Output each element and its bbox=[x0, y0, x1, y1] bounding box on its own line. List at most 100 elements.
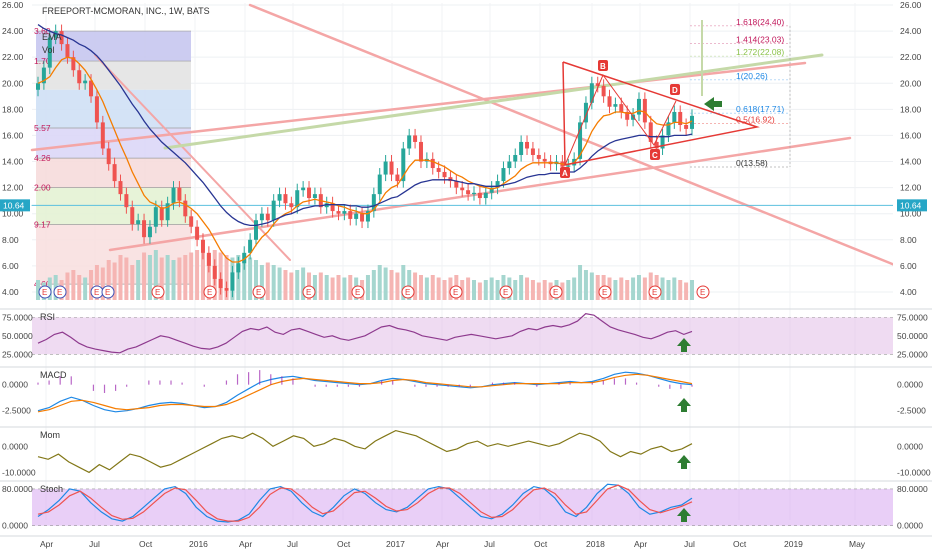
candle-body bbox=[589, 83, 594, 103]
earnings-marker: E bbox=[648, 285, 662, 299]
volume-bar bbox=[613, 280, 618, 300]
indicator-left-tick-label: 25.0000 bbox=[2, 349, 33, 359]
symbol-title: FREEPORT-MCMORAN, INC., 1W, BATS bbox=[42, 6, 210, 16]
volume-bar bbox=[472, 280, 476, 300]
green-arrow-icon bbox=[704, 97, 722, 111]
price-tick-label: 12.00 bbox=[900, 183, 922, 193]
candle-body bbox=[454, 181, 459, 188]
candle-body bbox=[195, 226, 200, 240]
volume-bar bbox=[477, 282, 482, 300]
candle-body bbox=[83, 80, 88, 84]
earnings-marker-circle bbox=[252, 285, 266, 299]
candle-body bbox=[254, 220, 258, 240]
earnings-marker-circle bbox=[549, 285, 563, 299]
time-tick-label: Apr bbox=[239, 539, 252, 549]
indicator-tick-label: 0.0000 bbox=[897, 521, 923, 531]
fib-extension-label: 1(20.26) bbox=[736, 71, 768, 81]
candle-body bbox=[489, 187, 494, 193]
earnings-marker-circle bbox=[401, 285, 415, 299]
time-tick-label: May bbox=[849, 539, 866, 549]
volume-bar bbox=[142, 252, 147, 300]
volume-bar bbox=[301, 267, 306, 300]
volume-bar bbox=[413, 272, 418, 300]
candle-body bbox=[583, 102, 588, 123]
indicator-left-tick-label: 50.0000 bbox=[2, 331, 33, 341]
fib-level-label: 4.26 bbox=[34, 153, 51, 163]
earnings-marker-circle bbox=[101, 285, 115, 299]
abcd-pattern[interactable]: A B C D bbox=[560, 60, 760, 178]
candle-body bbox=[118, 181, 123, 195]
volume-bar bbox=[566, 280, 571, 300]
fib-extension-label: 0.5(16.92) bbox=[736, 114, 775, 124]
candle-body bbox=[77, 70, 82, 84]
volume-bar bbox=[189, 252, 194, 300]
volume-bar bbox=[407, 270, 412, 300]
indicator-tick-label: 80.0000 bbox=[897, 484, 928, 494]
candle-body bbox=[371, 194, 376, 212]
volume-bar bbox=[259, 265, 264, 300]
volume-bar bbox=[536, 282, 541, 300]
time-tick-label: 2018 bbox=[586, 539, 605, 549]
time-tick-label: Jul bbox=[484, 539, 495, 549]
earnings-marker-label: E bbox=[602, 288, 607, 297]
candle-body bbox=[383, 161, 388, 175]
candle-body bbox=[536, 155, 541, 159]
volume-bar bbox=[371, 270, 376, 300]
candle-body bbox=[625, 111, 630, 120]
candle-body bbox=[41, 67, 46, 84]
candle-body bbox=[289, 203, 294, 208]
left-fibonacci-retracement[interactable]: 3.601.705.574.262.009.174.60 bbox=[34, 26, 191, 289]
indicator-left-tick-label: 80.0000 bbox=[2, 484, 33, 494]
candle-body bbox=[206, 252, 211, 266]
fib-band bbox=[36, 89, 191, 128]
price-tick-label: 6.00 bbox=[900, 261, 917, 271]
momentum-pane: 0.0000 0.0000 -10.0000 -10.0000 Mom bbox=[0, 426, 932, 477]
candle-body bbox=[578, 122, 583, 159]
earnings-marker-circle bbox=[203, 285, 217, 299]
left-price-tick-label: 26.00 bbox=[2, 0, 24, 10]
volume-bar bbox=[289, 272, 294, 300]
volume-bar bbox=[330, 277, 335, 300]
earnings-marker: E bbox=[499, 285, 513, 299]
time-tick-label: 2019 bbox=[784, 539, 803, 549]
volume-bar bbox=[625, 280, 630, 300]
candle-body bbox=[106, 148, 111, 165]
volume-bar bbox=[283, 270, 288, 300]
time-tick-label: Apr bbox=[40, 539, 53, 549]
volume-bar bbox=[295, 270, 300, 300]
volume-bar bbox=[312, 275, 317, 300]
volume-bar bbox=[200, 252, 205, 300]
earnings-marker: E bbox=[401, 285, 415, 299]
candle-body bbox=[542, 158, 547, 162]
candle-body bbox=[507, 161, 512, 169]
candle-body bbox=[519, 141, 524, 155]
right-fibonacci-extension[interactable]: 1.618(24.40) 1.414(23.03) 1.272(22.08) 1(20… bbox=[690, 17, 791, 168]
stochastic-pane: 80.0000 80.0000 0.0000 0.0000 Stoch bbox=[0, 480, 932, 531]
price-tick-label: 24.00 bbox=[900, 26, 922, 36]
volume-bar bbox=[578, 265, 583, 300]
price-tick-label: 10.00 bbox=[900, 209, 922, 219]
volume-legend-label: Vol bbox=[42, 45, 55, 55]
candle-body bbox=[307, 187, 312, 199]
candle-body bbox=[189, 216, 194, 227]
candle-body bbox=[448, 177, 453, 182]
volume-bar bbox=[195, 250, 200, 300]
left-price-tick-label: 20.00 bbox=[2, 78, 24, 88]
earnings-marker: E bbox=[252, 285, 266, 299]
volume-bar bbox=[254, 260, 258, 300]
candle-body bbox=[36, 83, 40, 90]
green-up-arrow-icon bbox=[677, 508, 691, 522]
candle-body bbox=[631, 114, 636, 120]
left-price-tick-label: 18.00 bbox=[2, 104, 24, 114]
price-tick-label: 26.00 bbox=[900, 0, 922, 10]
candle-body bbox=[130, 207, 135, 225]
candle-body bbox=[59, 31, 64, 45]
triangle-pattern bbox=[562, 61, 760, 166]
price-tick-label: 16.00 bbox=[900, 130, 922, 140]
fib-level-label: 2.00 bbox=[34, 183, 51, 193]
volume-bar bbox=[495, 280, 500, 300]
candle-body bbox=[654, 141, 659, 149]
candle-body bbox=[147, 226, 152, 238]
